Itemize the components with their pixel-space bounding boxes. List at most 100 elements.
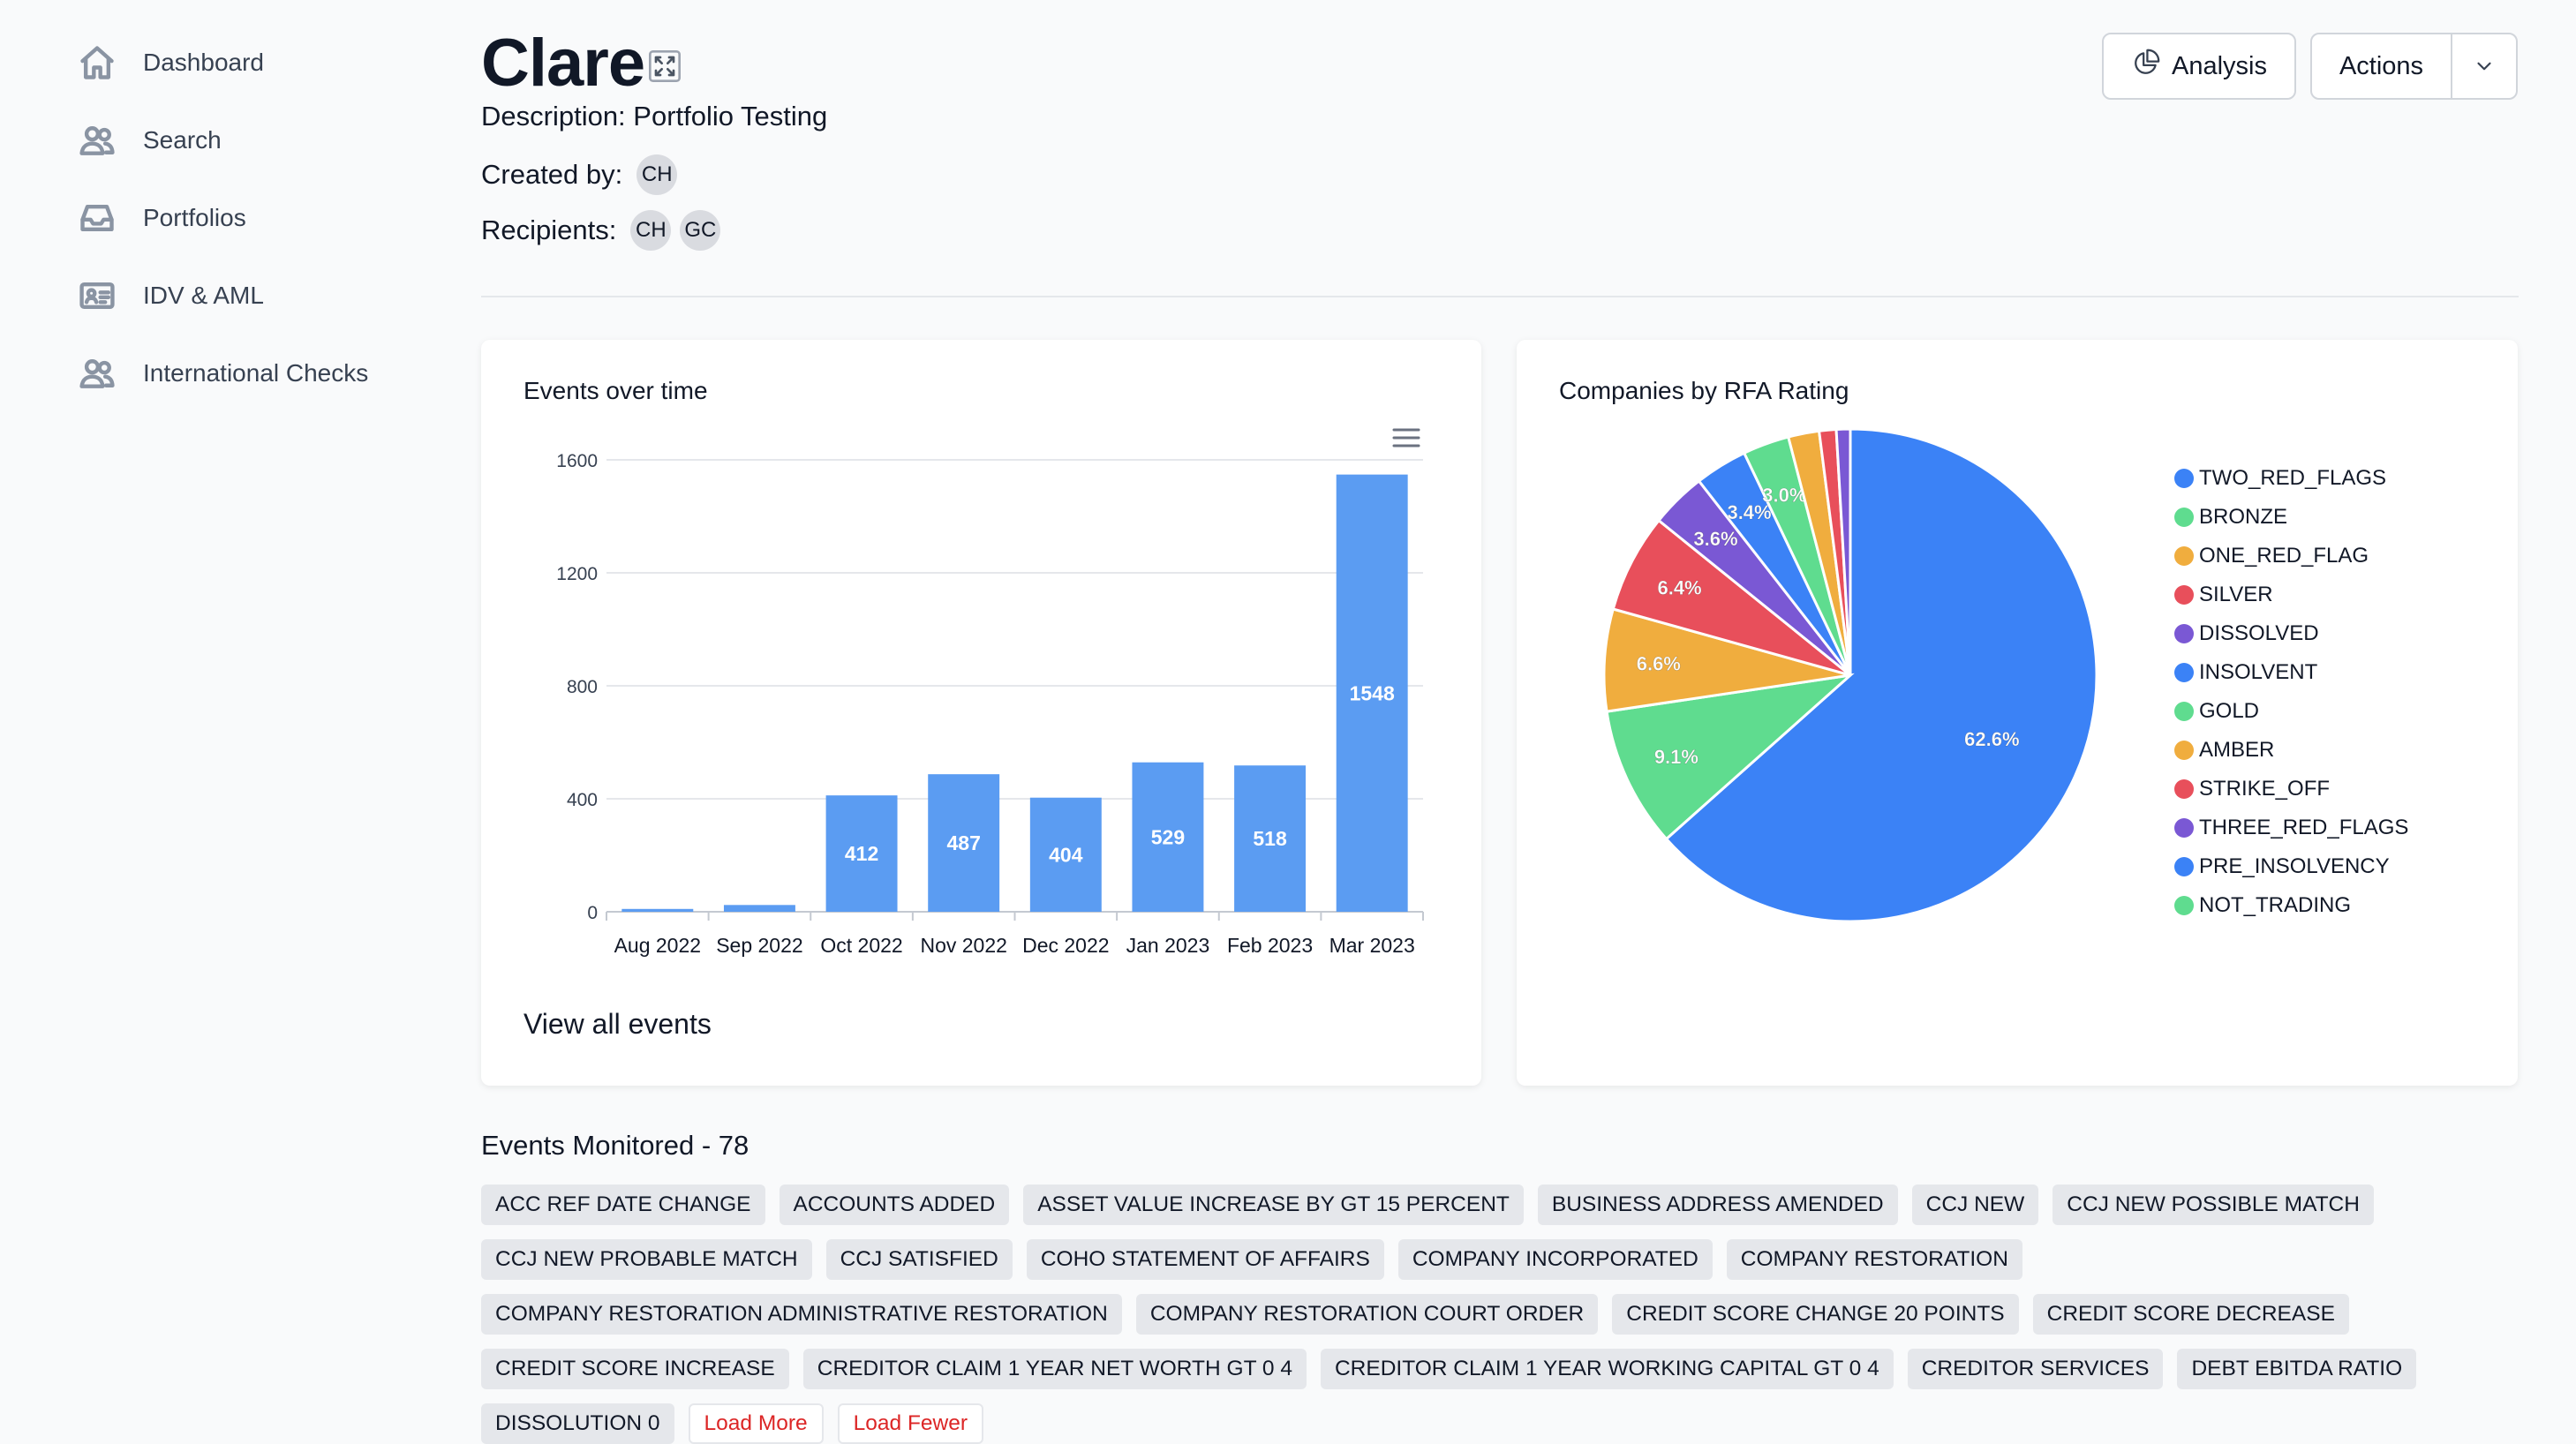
pie-slice[interactable] (1605, 673, 1855, 841)
created-by: Created by: CH (481, 154, 678, 195)
data-label: 518 (1253, 827, 1287, 850)
legend-item[interactable]: STRIKE_OFF (2174, 770, 2408, 808)
chevron-down-icon[interactable] (2452, 55, 2516, 78)
sidebar-item-portfolios[interactable]: Portfolios (76, 192, 246, 244)
legend-label: AMBER (2199, 738, 2275, 762)
sidebar-item-international-checks[interactable]: International Checks (76, 347, 368, 400)
sidebar-item-idv-aml[interactable]: IDV & AML (76, 269, 264, 322)
x-tick-label: Jan 2023 (1126, 934, 1210, 957)
event-tag: DEBT EBITDA RATIO (2177, 1349, 2417, 1389)
bar[interactable] (1132, 762, 1204, 912)
data-label: 9.1% (1654, 746, 1699, 768)
id-card-icon (76, 275, 118, 317)
load-more-button[interactable]: Load More (688, 1403, 824, 1444)
sidebar-item-label: Portfolios (143, 204, 246, 231)
event-tag: CCJ NEW (1911, 1185, 2039, 1225)
legend-item[interactable]: NOT_TRADING (2174, 886, 2408, 925)
description-text: Description: Portfolio Testing (481, 101, 828, 132)
event-tag: COMPANY RESTORATION (1726, 1239, 2022, 1280)
y-tick-label: 400 (567, 790, 598, 810)
legend-label: STRIKE_OFF (2199, 777, 2331, 801)
x-tick-label: Mar 2023 (1329, 934, 1415, 957)
sidebar-item-search[interactable]: Search (76, 114, 222, 167)
legend-item[interactable]: ONE_RED_FLAG (2174, 537, 2408, 575)
bar[interactable] (1029, 797, 1102, 912)
analysis-label: Analysis (2172, 51, 2267, 80)
events-monitored-title: Events Monitored - 78 (481, 1130, 749, 1161)
legend-item[interactable]: SILVER (2174, 575, 2408, 614)
header-divider (481, 296, 2519, 297)
event-tag: CREDITOR CLAIM 1 YEAR NET WORTH GT 0 4 (802, 1349, 1307, 1389)
bar[interactable] (1234, 765, 1307, 912)
x-tick-label: Feb 2023 (1227, 934, 1313, 957)
event-tag: CREDIT SCORE INCREASE (481, 1349, 789, 1389)
legend-label: BRONZE (2199, 505, 2288, 529)
event-tag: COHO STATEMENT OF AFFAIRS (1026, 1239, 1384, 1280)
event-tag: BUSINESS ADDRESS AMENDED (1537, 1185, 1898, 1225)
bar[interactable] (928, 774, 1000, 912)
legend-item[interactable]: BRONZE (2174, 498, 2408, 537)
legend-label: SILVER (2199, 583, 2273, 606)
load-fewer-button[interactable]: Load Fewer (837, 1403, 984, 1444)
legend-marker (2174, 741, 2194, 760)
event-tag: CREDITOR CLAIM 1 YEAR WORKING CAPITAL GT… (1320, 1349, 1894, 1389)
legend-item[interactable]: AMBER (2174, 731, 2408, 770)
pie-slice[interactable] (1602, 607, 1851, 713)
legend-marker (2174, 857, 2194, 876)
events-tag-list: ACC REF DATE CHANGE ACCOUNTS ADDED ASSET V… (481, 1185, 2538, 1444)
pie-slice[interactable] (1664, 427, 2098, 923)
data-label: 1548 (1350, 681, 1395, 704)
hamburger-menu-icon[interactable] (1390, 425, 1422, 451)
events-over-time-card: Events over time 0 400 800 1200 1600 Aug 2022… (481, 340, 1481, 1086)
data-label: 487 (947, 831, 981, 854)
y-tick-label: 1200 (556, 564, 598, 584)
data-label: 62.6% (1964, 728, 2019, 750)
data-label: 404 (1049, 843, 1083, 866)
event-tag: CREDITOR SERVICES (1907, 1349, 2164, 1389)
legend-item[interactable]: GOLD (2174, 692, 2408, 731)
users-icon (76, 352, 118, 395)
inbox-icon (76, 197, 118, 239)
page-title: Clare (481, 26, 645, 101)
pie-slice[interactable] (1611, 518, 1851, 677)
avatar: CH (636, 154, 678, 195)
bar[interactable] (621, 908, 694, 912)
pie-slice[interactable] (1834, 427, 1852, 676)
legend-label: DISSOLVED (2199, 621, 2319, 645)
x-tick-label: Dec 2022 (1022, 934, 1109, 957)
sidebar-item-label: Search (143, 126, 222, 154)
event-tag: CCJ SATISFIED (825, 1239, 1013, 1280)
legend-item[interactable]: INSOLVENT (2174, 653, 2408, 692)
pie-chart-icon (2131, 48, 2161, 85)
bar[interactable] (723, 905, 795, 912)
legend-marker (2174, 663, 2194, 682)
view-all-events-link[interactable]: View all events (523, 1008, 712, 1040)
sidebar-item-label: Dashboard (143, 49, 264, 76)
legend-item[interactable]: THREE_RED_FLAGS (2174, 808, 2408, 847)
sidebar-item-label: International Checks (143, 359, 369, 387)
legend-item[interactable]: DISSOLVED (2174, 614, 2408, 653)
data-label: 6.6% (1637, 653, 1681, 675)
data-label: 24 (749, 884, 772, 907)
legend-label: TWO_RED_FLAGS (2199, 466, 2387, 490)
legend-marker (2174, 702, 2194, 721)
data-label: 10 (646, 889, 669, 912)
data-label: 3.6% (1693, 528, 1737, 550)
chart-title: Events over time (523, 377, 708, 404)
legend-label: THREE_RED_FLAGS (2199, 816, 2409, 839)
legend-label: GOLD (2199, 699, 2260, 723)
actions-button[interactable]: Actions (2310, 33, 2518, 100)
data-label: 412 (845, 842, 878, 865)
sidebar-item-label: IDV & AML (143, 282, 264, 309)
avatar: GC (680, 210, 721, 251)
sidebar-item-dashboard[interactable]: Dashboard (76, 36, 264, 89)
legend-marker (2174, 896, 2194, 915)
analysis-button[interactable]: Analysis (2102, 33, 2296, 100)
legend-item[interactable]: TWO_RED_FLAGS (2174, 459, 2408, 498)
bar[interactable] (1336, 474, 1408, 912)
expand-icon[interactable] (647, 49, 682, 84)
bar[interactable] (825, 795, 898, 912)
rfa-rating-card: Companies by RFA Rating 62.6% 9.1% 6.6% 6.4… (1517, 340, 2518, 1086)
legend-item[interactable]: PRE_INSOLVENCY (2174, 847, 2408, 886)
x-tick-label: Aug 2022 (614, 934, 701, 957)
